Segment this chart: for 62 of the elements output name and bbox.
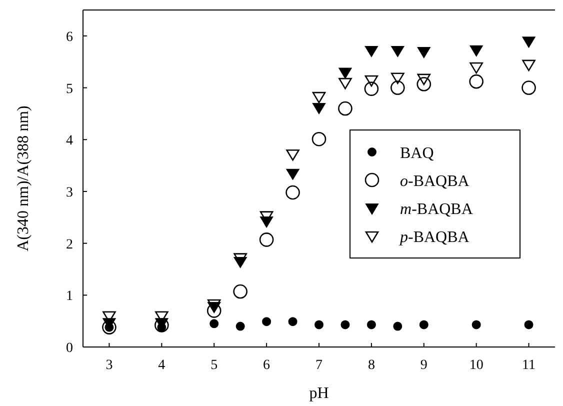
x-tick-label: 3 <box>106 358 113 373</box>
point <box>391 46 404 57</box>
x-tick-label: 4 <box>158 358 166 373</box>
point <box>286 168 300 180</box>
point <box>206 304 222 318</box>
point <box>314 320 324 330</box>
point <box>419 320 428 330</box>
point <box>417 74 431 86</box>
y-tick-label: 6 <box>66 30 73 45</box>
point <box>338 101 352 116</box>
x-tick-label: 11 <box>522 358 536 373</box>
point <box>286 185 300 200</box>
point <box>470 45 483 56</box>
point <box>154 318 169 332</box>
point <box>312 102 326 114</box>
y-tick-label: 3 <box>66 185 73 200</box>
point <box>366 320 376 330</box>
y-tick-label: 5 <box>66 82 73 97</box>
point <box>364 82 379 96</box>
x-tick-label: 10 <box>469 358 484 373</box>
point <box>391 72 404 84</box>
legend-label: p-BAQBA <box>399 229 470 246</box>
x-tick-label: 5 <box>210 358 218 373</box>
point <box>340 320 350 330</box>
point <box>233 284 248 299</box>
point <box>522 80 536 95</box>
point <box>522 36 536 48</box>
y-tick-label: 1 <box>66 289 73 304</box>
point <box>210 319 219 328</box>
legend-label: m-BAQBA <box>400 201 474 218</box>
y-tick-label: 0 <box>66 341 73 356</box>
x-tick-label: 9 <box>420 358 428 373</box>
x-axis-title: pH <box>309 385 330 402</box>
y-tick-label: 2 <box>66 237 73 252</box>
point <box>393 322 402 331</box>
point <box>417 46 430 58</box>
point <box>416 76 432 92</box>
point <box>390 80 405 95</box>
point <box>364 46 378 57</box>
y-axis-title: A(340 nm)/A(388 nm) <box>15 106 32 252</box>
point <box>338 68 352 79</box>
y-tick-label: 4 <box>66 134 73 149</box>
legend-label: BAQ <box>400 145 434 162</box>
point <box>338 78 352 90</box>
legend-label: o-BAQBA <box>400 173 470 190</box>
point <box>286 149 300 161</box>
point <box>262 317 272 326</box>
point <box>524 320 534 330</box>
point <box>470 62 483 74</box>
point <box>312 92 326 104</box>
point <box>472 320 481 330</box>
point <box>259 232 274 247</box>
x-tick-label: 7 <box>316 358 322 373</box>
point <box>288 317 298 326</box>
x-tick-label: 6 <box>263 358 270 373</box>
point <box>312 132 326 146</box>
point <box>522 60 536 72</box>
point <box>236 322 245 331</box>
point <box>364 75 378 87</box>
point <box>102 320 116 334</box>
point <box>469 74 484 89</box>
x-tick-label: 8 <box>368 358 375 373</box>
